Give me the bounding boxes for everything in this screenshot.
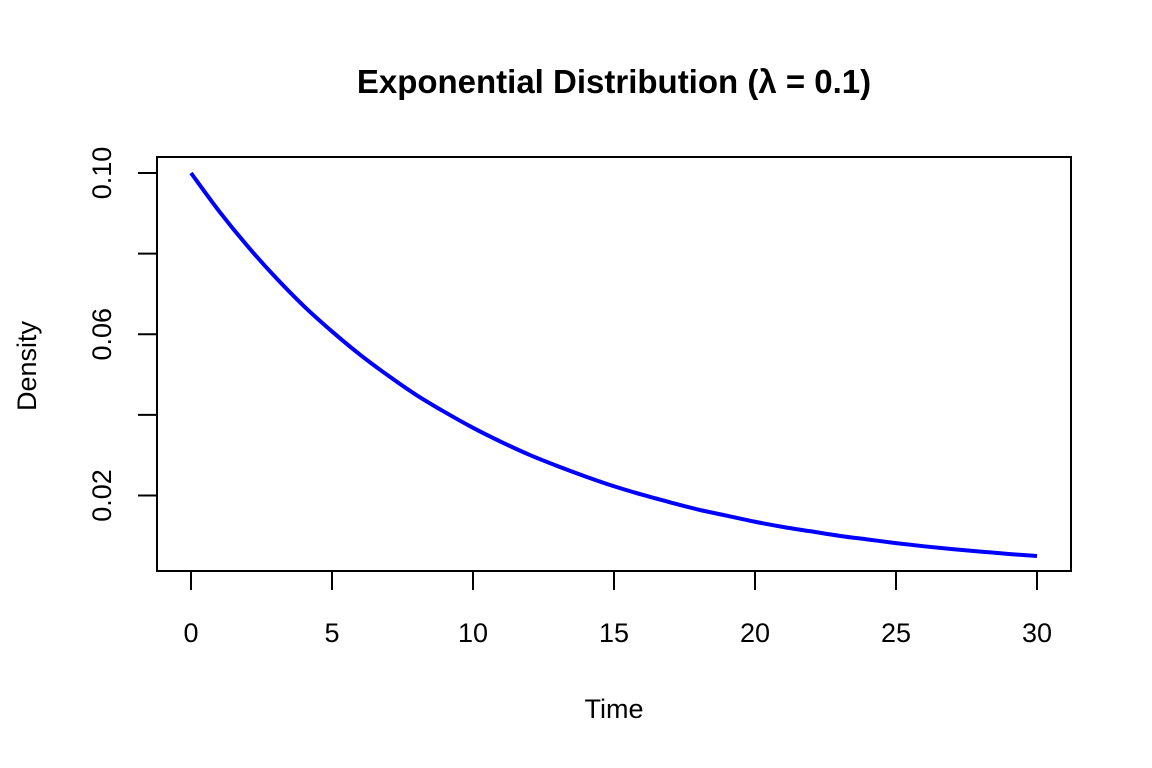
- x-tick-label: 5: [324, 618, 339, 648]
- density-curve: [189, 171, 1038, 558]
- y-axis: 0.02 0.06 0.10: [87, 147, 158, 522]
- x-tick-label: 30: [1022, 618, 1052, 648]
- y-axis-label: Density: [12, 320, 42, 411]
- y-tick-label: 0.02: [87, 469, 117, 522]
- chart-title: Exponential Distribution (λ = 0.1): [357, 63, 871, 100]
- y-tick-label: 0.06: [87, 308, 117, 361]
- series-layer: [189, 171, 1038, 558]
- x-tick-label: 0: [183, 618, 198, 648]
- y-tick-label: 0.10: [87, 147, 117, 200]
- plot-frame: [156, 156, 1072, 572]
- x-axis-label: Time: [585, 694, 644, 724]
- x-tick-label: 10: [458, 618, 488, 648]
- x-tick-label: 15: [599, 618, 629, 648]
- x-tick-label: 20: [740, 618, 770, 648]
- x-tick-label: 25: [881, 618, 911, 648]
- x-axis: 0 5 10 15 20 25 30: [183, 570, 1052, 648]
